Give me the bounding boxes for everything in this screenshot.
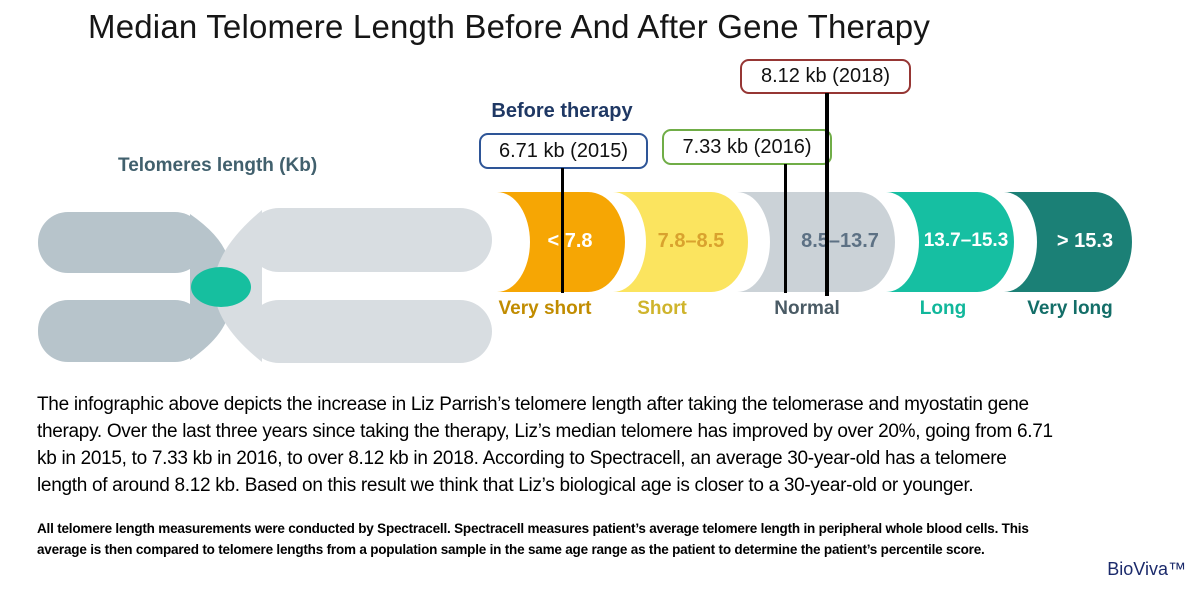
range-value-normal: 8.5–13.7	[801, 230, 879, 252]
before-therapy-label: Before therapy	[491, 100, 633, 122]
chromosome-arm-bottom-right	[247, 300, 492, 363]
category-label-very-short: Very short	[498, 298, 592, 319]
bioviva-logo: BioViva™	[1107, 559, 1186, 579]
scale-segment-long	[886, 192, 1014, 292]
category-label-long: Long	[919, 298, 967, 319]
footnote-line: All telomere length measurements were co…	[37, 521, 1029, 536]
telomere-length-axis-label: Telomeres length (Kb)	[118, 155, 318, 176]
range-value-long: 13.7–15.3	[923, 230, 1009, 251]
footnote-line: average is then compared to telomere len…	[37, 542, 985, 557]
paragraph-line: The infographic above depicts the increa…	[37, 394, 1029, 415]
chromosome-arm-bottom-left	[38, 300, 205, 362]
range-value-very-long: > 15.3	[1056, 230, 1114, 252]
marker-line-2016	[784, 164, 787, 293]
methodology-footnote: All telomere length measurements were co…	[37, 518, 1029, 560]
chromosome-arm-top-left	[38, 212, 205, 273]
page-title: Median Telomere Length Before And After …	[88, 8, 931, 45]
scale-segment-very-long	[1004, 192, 1132, 292]
scale-segment-normal	[737, 192, 895, 292]
marker-line-2015	[561, 168, 564, 293]
range-value-short: 7.8–8.5	[657, 230, 725, 252]
description-paragraph: The infographic above depicts the increa…	[37, 391, 1053, 499]
callout-2015-text: 6.71 kb (2015)	[499, 139, 628, 162]
category-label-short: Short	[637, 298, 687, 319]
marker-line-2018	[825, 93, 829, 296]
chromosome-arm-top-right	[247, 208, 492, 272]
scale-segment-short	[613, 192, 748, 292]
paragraph-line: therapy. Over the last three years since…	[37, 421, 1053, 442]
category-label-normal: Normal	[774, 298, 840, 319]
centromere	[191, 267, 251, 307]
callout-2016-text: 7.33 kb (2016)	[682, 135, 812, 158]
telomere-length-scale	[497, 192, 1132, 292]
callout-2016: 7.33 kb (2016)	[662, 129, 832, 165]
scale-segment-very-short	[497, 192, 625, 292]
paragraph-line: length of around 8.12 kb. Based on this …	[37, 475, 974, 496]
chromosome-illustration	[38, 208, 492, 363]
range-value-very-short: < 7.8	[547, 230, 593, 252]
category-label-very-long: Very long	[1027, 298, 1113, 319]
callout-2018-text: 8.12 kb (2018)	[761, 65, 890, 87]
callout-2018: 8.12 kb (2018)	[740, 59, 911, 94]
callout-2015: 6.71 kb (2015)	[479, 133, 648, 169]
paragraph-line: kb in 2015, to 7.33 kb in 2016, to over …	[37, 448, 1007, 469]
